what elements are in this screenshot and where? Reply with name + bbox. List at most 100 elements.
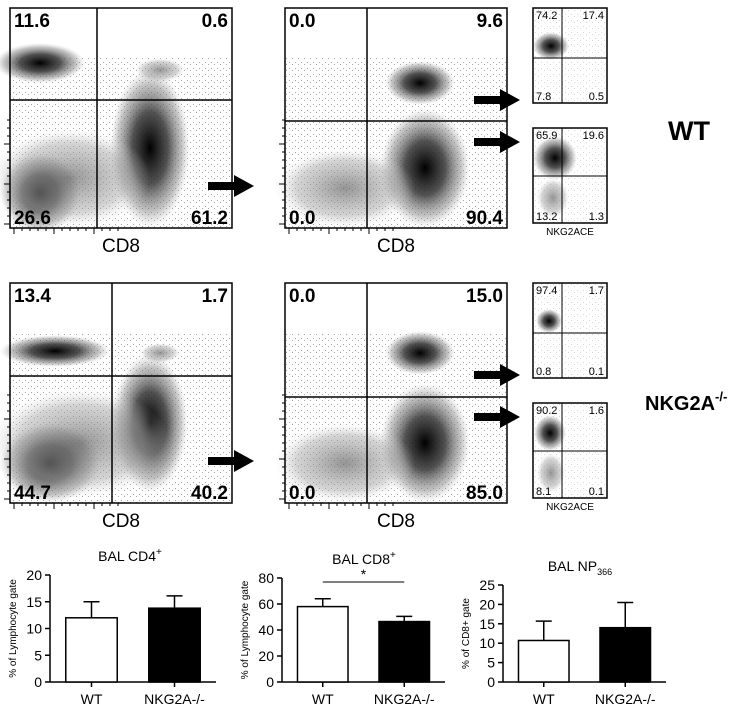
quadrant-percent: 26.6	[14, 208, 51, 229]
quadrant-percent: 1.7	[589, 285, 604, 297]
quadrant-percent: 7.8	[536, 91, 551, 103]
quadrant-percent: 40.2	[191, 483, 228, 504]
quadrant-percent: 0.0	[289, 286, 315, 307]
cell-population	[533, 136, 577, 180]
cell-population	[275, 423, 415, 503]
genotype-name: WT	[668, 116, 710, 146]
chart-title: BAL NP366	[548, 558, 612, 577]
genotype-label: WT	[668, 116, 710, 146]
plot-frame	[284, 282, 508, 504]
y-tick-label: 15	[479, 616, 495, 632]
chart-title-text: BAL CD8	[332, 551, 390, 567]
quadrant-percent: 0.1	[589, 486, 604, 498]
y-tick-label: 40	[258, 622, 274, 638]
quadrant-percent: 0.1	[589, 366, 604, 378]
arrow	[474, 406, 520, 428]
y-axis-label: % of Lymphocyte gate	[240, 580, 251, 679]
quadrant-percent: 90.4	[466, 208, 503, 229]
chart-title-superscript: +	[390, 550, 396, 561]
arrow	[208, 450, 254, 472]
chart-title: BAL CD4+	[98, 547, 162, 564]
chart-title-text: BAL CD4	[98, 548, 156, 564]
quadrant-percent: 1.3	[589, 211, 604, 223]
chart-title-text: BAL NP	[548, 558, 597, 574]
quadrant-percent: 0.0	[289, 208, 315, 229]
cell-population	[534, 415, 566, 451]
y-tick-label: 20	[258, 648, 274, 664]
cell-population	[537, 178, 569, 218]
quadrant-percent: 0.6	[202, 11, 228, 32]
y-tick-label: 20	[26, 567, 42, 583]
x-tick-label: WT	[312, 691, 334, 707]
cell-population	[0, 43, 85, 83]
y-tick-label: 60	[258, 596, 274, 612]
quadrant-percent: 61.2	[191, 208, 228, 229]
quadrant-percent: 0.0	[289, 483, 315, 504]
axis-label: CD8	[377, 511, 415, 532]
quadrant-percent: 0.5	[589, 91, 604, 103]
quadrant-percent: 8.1	[536, 486, 551, 498]
cell-population	[0, 388, 170, 498]
arrow	[208, 175, 254, 197]
quadrant-percent: 65.9	[536, 130, 557, 142]
cell-population	[385, 331, 455, 375]
y-tick-label: 20	[479, 596, 495, 612]
axis-label: CD8	[102, 511, 140, 532]
quadrant-percent: 0.8	[536, 366, 551, 378]
x-tick-label: NKG2A-/-	[144, 691, 205, 707]
plot-frame	[532, 7, 608, 104]
significance-marker: *	[361, 566, 367, 582]
cell-population	[537, 453, 565, 493]
cell-population	[0, 335, 110, 367]
x-tick-label: NKG2A-/-	[374, 691, 435, 707]
axis-label: CD8	[102, 236, 140, 257]
cell-population	[536, 309, 562, 333]
x-tick-label: WT	[81, 691, 103, 707]
bar	[378, 620, 431, 683]
y-tick-label: 10	[26, 621, 42, 637]
chart-title-subscript: 366	[597, 567, 612, 577]
quadrant-percent: 74.2	[536, 10, 557, 22]
quadrant-percent: 17.4	[583, 10, 604, 22]
plot-frame	[532, 282, 608, 379]
y-axis-label: % of Lymphocyte gate	[8, 579, 19, 678]
y-tick-label: 5	[487, 655, 495, 671]
cell-population	[385, 61, 455, 105]
y-tick-label: 80	[258, 570, 274, 586]
quadrant-percent: 13.2	[536, 211, 557, 223]
chart-title: BAL CD8+	[332, 550, 396, 567]
y-tick-label: 0	[487, 674, 495, 690]
cell-population	[275, 148, 415, 228]
cell-population	[533, 32, 569, 60]
plot-frame	[284, 7, 508, 229]
y-tick-label: 10	[479, 635, 495, 651]
bar	[148, 607, 201, 683]
quadrant-percent: 15.0	[466, 286, 503, 307]
bar	[599, 626, 652, 683]
axis-label: NKG2ACE	[546, 227, 594, 238]
arrow	[474, 131, 520, 153]
bar	[296, 605, 349, 683]
quadrant-percent: 97.4	[536, 285, 557, 297]
quadrant-percent: 13.4	[14, 286, 51, 307]
quadrant-percent: 11.6	[14, 11, 50, 32]
x-tick-label: WT	[533, 691, 555, 707]
quadrant-percent: 85.0	[466, 483, 503, 504]
x-tick-label: NKG2A-/-	[595, 691, 656, 707]
quadrant-percent: 19.6	[583, 130, 604, 142]
quadrant-percent: 1.6	[589, 405, 604, 417]
quadrant-percent: 90.2	[536, 405, 557, 417]
arrow	[474, 89, 520, 111]
y-tick-label: 15	[26, 594, 42, 610]
quadrant-percent: 0.0	[289, 11, 315, 32]
y-tick-label: 5	[34, 647, 42, 663]
genotype-superscript: -/-	[715, 389, 727, 404]
y-tick-label: 0	[266, 674, 274, 690]
axis-label: NKG2ACE	[546, 502, 594, 513]
arrow	[474, 364, 520, 386]
quadrant-percent: 9.6	[477, 11, 503, 32]
cell-population	[0, 128, 150, 228]
y-tick-label: 0	[34, 674, 42, 690]
